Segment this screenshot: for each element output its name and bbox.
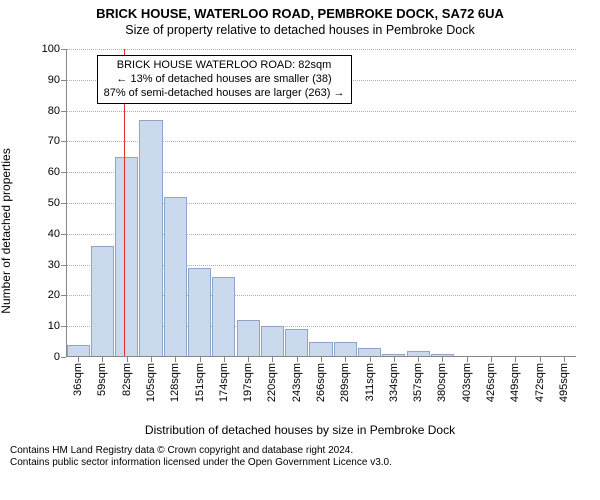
- annotation-line2: ← 13% of detached houses are smaller (38…: [104, 73, 345, 87]
- chart-outer: Number of detached properties BRICK HOUS…: [10, 41, 590, 421]
- x-tick-mark: [297, 357, 298, 362]
- histogram-bar: [139, 120, 162, 357]
- x-tick-mark: [442, 357, 443, 362]
- x-tick-mark: [321, 357, 322, 362]
- y-axis-line: [66, 49, 67, 357]
- y-tick-mark: [61, 234, 66, 235]
- x-tick-mark: [515, 357, 516, 362]
- histogram-bar: [212, 277, 235, 357]
- plot-region: BRICK HOUSE WATERLOO ROAD: 82sqm ← 13% o…: [66, 49, 576, 357]
- histogram-bar: [188, 268, 211, 357]
- x-tick-mark: [394, 357, 395, 362]
- annotation-line3: 87% of semi-detached houses are larger (…: [104, 87, 345, 101]
- x-tick-label: 197sqm: [242, 363, 254, 402]
- y-tick-mark: [61, 203, 66, 204]
- x-tick-mark: [127, 357, 128, 362]
- x-tick-mark: [467, 357, 468, 362]
- y-tick-label: 20: [48, 289, 60, 301]
- x-tick-mark: [418, 357, 419, 362]
- y-tick-mark: [61, 80, 66, 81]
- x-tick-mark: [272, 357, 273, 362]
- x-tick-label: 334sqm: [388, 363, 400, 402]
- histogram-bar: [261, 326, 284, 357]
- x-tick-mark: [370, 357, 371, 362]
- x-tick-label: 289sqm: [339, 363, 351, 402]
- x-tick-label: 495sqm: [558, 363, 570, 402]
- y-tick-mark: [61, 295, 66, 296]
- y-tick-label: 50: [48, 197, 60, 209]
- y-tick-label: 90: [48, 74, 60, 86]
- y-tick-mark: [61, 265, 66, 266]
- histogram-bar: [285, 329, 308, 357]
- x-tick-label: 36sqm: [72, 363, 84, 396]
- x-tick-label: 472sqm: [534, 363, 546, 402]
- chart-title-sub: Size of property relative to detached ho…: [10, 23, 590, 37]
- x-tick-mark: [224, 357, 225, 362]
- x-tick-label: 243sqm: [291, 363, 303, 402]
- annotation-line1: BRICK HOUSE WATERLOO ROAD: 82sqm: [104, 59, 345, 73]
- x-tick-label: 151sqm: [194, 363, 206, 402]
- gridline: [66, 49, 576, 50]
- y-tick-mark: [61, 49, 66, 50]
- histogram-bar: [237, 320, 260, 357]
- y-tick-label: 30: [48, 259, 60, 271]
- y-tick-mark: [61, 172, 66, 173]
- y-tick-mark: [61, 141, 66, 142]
- x-tick-mark: [78, 357, 79, 362]
- x-tick-mark: [345, 357, 346, 362]
- x-tick-label: 449sqm: [509, 363, 521, 402]
- y-tick-label: 40: [48, 228, 60, 240]
- x-tick-label: 82sqm: [121, 363, 133, 396]
- annotation-box: BRICK HOUSE WATERLOO ROAD: 82sqm ← 13% o…: [97, 55, 352, 104]
- x-tick-mark: [175, 357, 176, 362]
- x-tick-label: 220sqm: [266, 363, 278, 402]
- histogram-bar: [115, 157, 138, 357]
- histogram-bar: [91, 246, 114, 357]
- chart-container: BRICK HOUSE, WATERLOO ROAD, PEMBROKE DOC…: [0, 0, 600, 500]
- x-tick-label: 266sqm: [315, 363, 327, 402]
- x-tick-mark: [200, 357, 201, 362]
- y-tick-label: 80: [48, 105, 60, 117]
- y-tick-label: 100: [42, 43, 60, 55]
- x-tick-label: 403sqm: [461, 363, 473, 402]
- y-tick-label: 70: [48, 135, 60, 147]
- x-tick-label: 105sqm: [145, 363, 157, 402]
- y-axis-label: Number of detached properties: [0, 148, 13, 313]
- histogram-bar: [334, 342, 357, 357]
- x-tick-label: 311sqm: [364, 363, 376, 401]
- x-tick-label: 59sqm: [96, 363, 108, 396]
- x-tick-mark: [540, 357, 541, 362]
- x-tick-label: 380sqm: [436, 363, 448, 402]
- y-tick-mark: [61, 357, 66, 358]
- x-tick-label: 128sqm: [169, 363, 181, 402]
- y-tick-label: 60: [48, 166, 60, 178]
- x-tick-mark: [248, 357, 249, 362]
- footer-line2: Contains public sector information licen…: [10, 457, 590, 469]
- histogram-bar: [164, 197, 187, 357]
- chart-title-main: BRICK HOUSE, WATERLOO ROAD, PEMBROKE DOC…: [10, 6, 590, 21]
- histogram-bar: [309, 342, 332, 357]
- gridline: [66, 111, 576, 112]
- y-tick-mark: [61, 326, 66, 327]
- x-tick-label: 357sqm: [412, 363, 424, 402]
- x-axis-label: Distribution of detached houses by size …: [10, 423, 590, 437]
- y-tick-mark: [61, 111, 66, 112]
- y-tick-label: 10: [48, 320, 60, 332]
- x-tick-mark: [102, 357, 103, 362]
- x-tick-mark: [491, 357, 492, 362]
- x-tick-label: 174sqm: [218, 363, 230, 402]
- x-tick-mark: [564, 357, 565, 362]
- footer: Contains HM Land Registry data © Crown c…: [10, 445, 590, 469]
- y-tick-label: 0: [54, 351, 60, 363]
- x-tick-mark: [151, 357, 152, 362]
- x-tick-label: 426sqm: [485, 363, 497, 402]
- footer-line1: Contains HM Land Registry data © Crown c…: [10, 445, 590, 457]
